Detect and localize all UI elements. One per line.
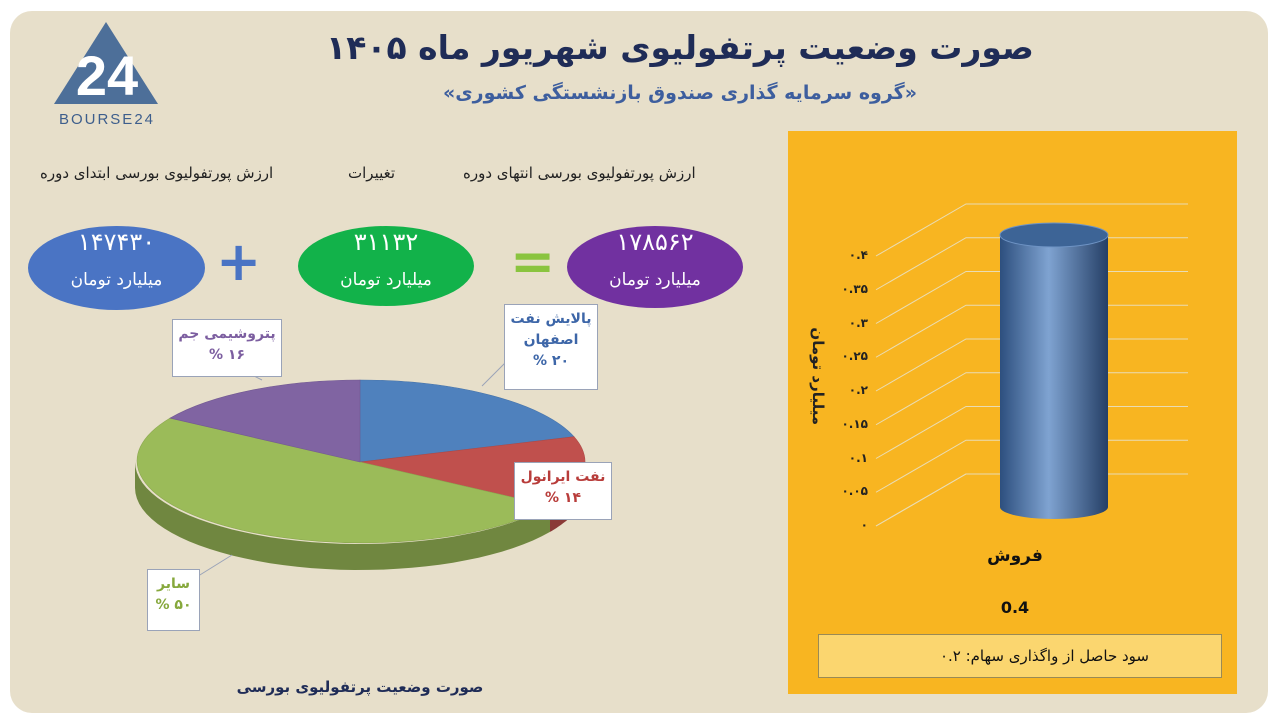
logo-mark: 24	[76, 44, 138, 107]
change-value: ۳۱۱۳۲	[353, 228, 419, 256]
pie-slice-0	[359, 379, 575, 463]
bar-gridline-6	[875, 271, 1188, 324]
bar-sales-top	[999, 222, 1109, 248]
bar-ytick-label-7: ۰.۳۵	[841, 281, 868, 296]
callout-isfahan: پالایش نفت اصفهان ۲۰ %	[504, 304, 598, 390]
bar-gridline-5	[875, 304, 1188, 358]
callout-iranol: نفت ایرانول ۱۴ %	[514, 462, 612, 520]
pie-leader-line-0	[481, 359, 509, 387]
bar-gridline-3	[875, 372, 1188, 426]
start-value-unit: میلیارد تومان	[70, 270, 163, 290]
start-value-label: ارزش پورتفولیوی بورسی ابتدای دوره	[40, 164, 274, 182]
bar-ytick-label-0: ۰	[860, 518, 868, 532]
page-subtitle: «گروه سرمایه گذاری صندوق بازنشستگی کشوری…	[442, 82, 918, 104]
slice-value-jam: ۱۶ %	[209, 347, 245, 363]
plus-sign: +	[216, 230, 262, 293]
bar-gridline-8	[875, 203, 1188, 257]
callout-jam: پتروشیمی جم ۱۶ %	[172, 319, 282, 377]
pie-slice-side-2	[135, 462, 550, 570]
bar-floor	[875, 473, 1188, 527]
bar-ytick-label-4: ۰.۲	[848, 383, 868, 397]
profit-note: سود حاصل از واگذاری سهام: ۰.۲	[818, 634, 1222, 678]
bar-gridline-7	[875, 237, 1188, 291]
slice-value-other: ۵۰ %	[155, 597, 192, 613]
bar-value-label: 0.4	[1000, 598, 1030, 617]
bar-chart	[875, 203, 1188, 527]
bourse24-logo: 24 BOURSE24	[54, 22, 158, 128]
bar-category-label: فروش	[987, 546, 1043, 566]
slice-label-jam: پتروشیمی جم	[178, 326, 276, 342]
bar-gridline-2	[875, 406, 1188, 459]
end-value: ۱۷۸۵۶۲	[616, 228, 694, 256]
equals-sign: =	[510, 230, 556, 293]
end-value-unit: میلیارد تومان	[609, 270, 701, 290]
pie-slice-3	[169, 379, 361, 463]
change-value-unit: میلیارد تومان	[340, 270, 432, 290]
pie-chart-title: صورت وضعیت پرتفولیوی بورسی	[236, 678, 484, 696]
slice-value-isfahan: ۲۰ %	[533, 353, 569, 369]
logo-triangle-icon	[54, 22, 158, 104]
callout-other: سایر ۵۰ %	[147, 569, 200, 631]
bar-ytick-label-6: ۰.۳	[848, 315, 868, 330]
pie-slice-2	[136, 417, 551, 544]
bar-gridline-4	[875, 338, 1188, 392]
end-value-oval: ۱۷۸۵۶۲ میلیارد تومان	[567, 226, 743, 308]
slice-value-iranol: ۱۴ %	[545, 490, 581, 506]
slice-label-iranol: نفت ایرانول	[520, 469, 606, 485]
pie-leader-line-3	[194, 554, 233, 579]
change-value-label: تغییرات	[348, 164, 396, 182]
bar-ytick-label-2: ۰.۱	[848, 450, 868, 465]
bar-gridline-1	[875, 439, 1188, 493]
logo-text: BOURSE24	[59, 111, 155, 128]
slice-label-other: سایر	[157, 576, 190, 592]
bar-ytick-label-1: ۰.۰۵	[841, 484, 868, 499]
bar-ytick-label-5: ۰.۲۵	[841, 349, 868, 364]
page-title: صورت وضعیت پرتفولیوی شهریور ماه ۱۴۰۵	[326, 28, 1034, 67]
end-value-label: ارزش پورتفولیوی بورسی انتهای دوره	[463, 164, 696, 182]
bar-ytick-label-3: ۰.۱۵	[841, 416, 868, 431]
bar-ytick-label-8: ۰.۴	[848, 248, 868, 262]
start-value-oval: ۱۴۷۴۳۰ میلیارد تومان	[28, 226, 205, 310]
bar-sales	[1000, 235, 1108, 519]
change-value-oval: ۳۱۱۳۲ میلیارد تومان	[298, 226, 474, 306]
start-value: ۱۴۷۴۳۰	[77, 228, 156, 256]
slice-label-isfahan: پالایش نفت اصفهان	[510, 311, 592, 348]
